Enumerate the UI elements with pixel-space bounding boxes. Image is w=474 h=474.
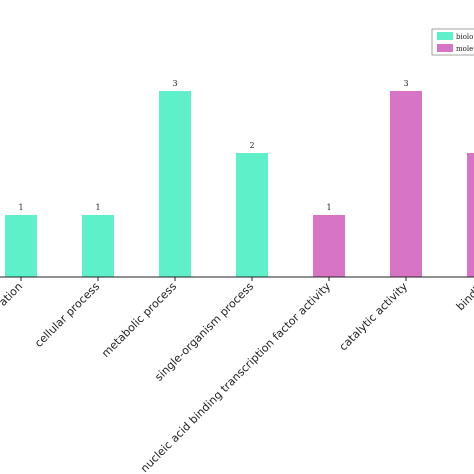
bar-5 (390, 91, 422, 277)
bar-2 (159, 91, 191, 277)
bar-1 (82, 215, 114, 277)
x-tick-label-0: ation (0, 280, 25, 309)
data-label-1: 1 (95, 203, 100, 212)
x-tick-label-1: cellular process (32, 280, 102, 350)
data-label-4: 1 (326, 203, 331, 212)
x-tick-label-2: metabolic process (99, 280, 179, 360)
data-labels-layer: 1 1 3 2 1 3 (18, 79, 408, 212)
data-label-2: 3 (172, 79, 177, 88)
bar-3 (236, 153, 268, 277)
bars-layer (5, 91, 474, 277)
data-label-3: 2 (249, 141, 254, 150)
legend-swatch-biological (437, 32, 453, 40)
bar-4 (313, 215, 345, 277)
bar-6 (467, 153, 474, 277)
legend-label-biological: biolo (456, 33, 473, 41)
x-tick-label-5: catalytic activity (337, 280, 411, 354)
legend: biolo mole (431, 28, 474, 56)
data-label-0: 1 (18, 203, 23, 212)
legend-label-molecular: mole (456, 45, 473, 53)
data-label-5: 3 (403, 79, 408, 88)
x-tick-label-6: bindin (454, 280, 474, 313)
x-ticks-layer (20, 277, 407, 281)
legend-swatch-molecular (437, 44, 453, 52)
bar-0 (5, 215, 37, 277)
